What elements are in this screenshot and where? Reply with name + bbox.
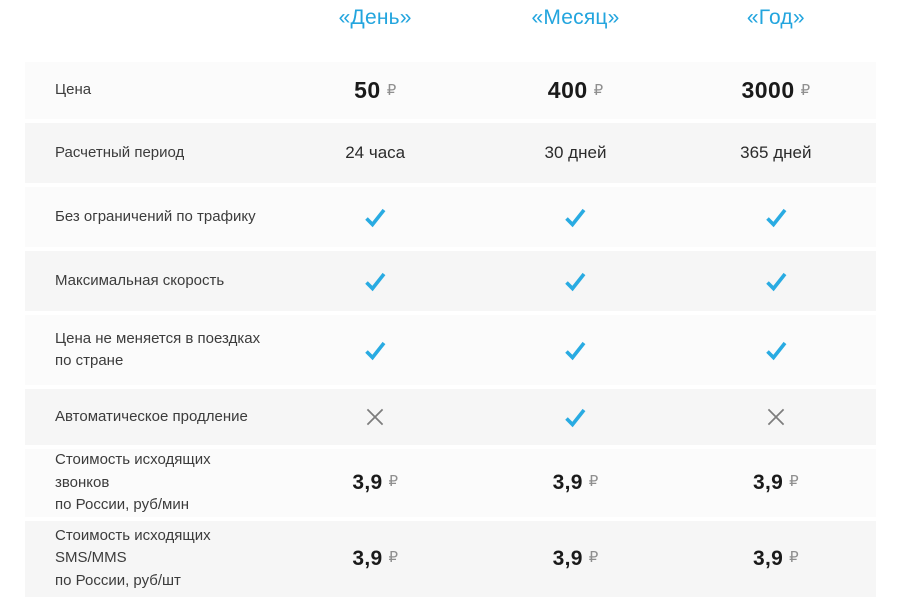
period-cell-year: 365 дней	[676, 143, 876, 163]
price-cell-month: 3,9 ₽	[475, 547, 675, 571]
row-label-text: Цена	[55, 81, 92, 99]
row-label: Стоимость исходящих SMS/MMS по России, р…	[25, 525, 275, 593]
bool-cell-month	[475, 205, 675, 229]
price-value: 3,9	[753, 546, 784, 570]
row-label: Цена	[25, 79, 275, 102]
check-icon	[363, 338, 387, 362]
ruble-sign: ₽	[588, 547, 599, 566]
period-value: 24 часа	[345, 143, 406, 162]
row-label-text-line2: по России, руб/мин	[55, 496, 189, 513]
price-cell-day: 3,9 ₽	[275, 471, 475, 495]
ruble-sign: ₽	[789, 547, 799, 566]
table-row-period: Расчетный период 24 часа 30 дней 365 дне…	[25, 123, 876, 183]
price-cell-year: 3,9 ₽	[676, 471, 876, 495]
bool-cell-year	[676, 269, 876, 293]
ruble-sign: ₽	[386, 81, 397, 99]
table-header: «День» «Месяц» «Год»	[25, 0, 876, 62]
bool-cell-month	[475, 269, 675, 293]
price-cell-month: 3,9 ₽	[475, 471, 675, 495]
row-label-text: Стоимость исходящих SMS/MMS	[55, 526, 211, 567]
row-label: Цена не меняется в поездках по стране	[25, 328, 275, 373]
price-cell-day: 3,9 ₽	[275, 547, 475, 571]
bool-cell-day	[275, 404, 475, 430]
bool-cell-year	[676, 404, 876, 430]
check-icon	[764, 205, 788, 229]
bool-cell-month	[475, 338, 675, 362]
check-icon	[764, 338, 788, 362]
ruble-sign: ₽	[388, 471, 398, 490]
price-value: 3,9	[552, 470, 583, 494]
row-label-text-line2: по стране	[55, 352, 124, 369]
check-icon	[363, 205, 387, 229]
bool-cell-day	[275, 205, 475, 229]
check-icon	[363, 269, 387, 293]
price-value: 3,9	[552, 546, 583, 570]
cross-icon	[763, 404, 789, 430]
table-row-sms-cost: Стоимость исходящих SMS/MMS по России, р…	[25, 520, 876, 597]
row-label: Расчетный период	[25, 142, 275, 165]
row-label: Стоимость исходящих звонков по России, р…	[25, 449, 275, 517]
row-label-text: Без ограничений по трафику	[55, 207, 256, 225]
table-row-unlimited-traffic: Без ограничений по трафику	[25, 187, 876, 247]
ruble-sign: ₽	[800, 81, 811, 99]
bool-cell-day	[275, 269, 475, 293]
period-cell-month: 30 дней	[475, 143, 675, 163]
ruble-sign: ₽	[588, 471, 599, 490]
price-cell-month: 400 ₽	[475, 77, 675, 104]
check-icon	[563, 338, 587, 362]
bool-cell-day	[275, 338, 475, 362]
table-row-calls-cost: Стоимость исходящих звонков по России, р…	[25, 449, 876, 517]
check-icon	[563, 269, 587, 293]
table-row-auto-renewal: Автоматическое продление	[25, 389, 876, 445]
bool-cell-year	[676, 205, 876, 229]
price-cell-day: 50 ₽	[275, 77, 475, 104]
price-value: 400	[547, 77, 588, 103]
row-label-text: Стоимость исходящих звонков	[55, 451, 211, 491]
check-icon	[563, 205, 587, 229]
ruble-sign: ₽	[593, 81, 604, 99]
table-row-fixed-price-travel: Цена не меняется в поездках по стране	[25, 315, 876, 385]
column-header-year: «Год»	[746, 6, 805, 29]
ruble-sign: ₽	[789, 471, 799, 490]
row-label-text: Автоматическое продление	[55, 407, 248, 425]
row-label: Максимальная скорость	[25, 270, 275, 293]
bool-cell-month	[475, 405, 675, 429]
period-value: 365 дней	[740, 143, 812, 162]
column-header-month: «Месяц»	[531, 6, 620, 29]
bool-cell-year	[676, 338, 876, 362]
table-row-max-speed: Максимальная скорость	[25, 251, 876, 311]
row-label-text: Цена не меняется в поездках	[55, 329, 261, 347]
row-label: Без ограничений по трафику	[25, 206, 275, 229]
price-cell-year: 3,9 ₽	[676, 547, 876, 571]
ruble-sign: ₽	[388, 547, 398, 566]
period-value: 30 дней	[544, 143, 607, 162]
row-label-text: Максимальная скорость	[55, 271, 225, 289]
price-value: 3,9	[352, 470, 383, 494]
price-value: 3,9	[352, 546, 383, 570]
price-value: 3000	[741, 77, 795, 103]
row-label-text-line2: по России, руб/шт	[55, 571, 181, 589]
cross-icon	[362, 404, 388, 430]
column-header-day: «День»	[338, 6, 412, 29]
price-cell-year: 3000 ₽	[676, 77, 876, 104]
row-label: Автоматическое продление	[25, 406, 275, 429]
price-value: 50	[354, 77, 381, 103]
tariff-comparison-table: «День» «Месяц» «Год» Цена 50 ₽ 400 ₽ 3000 ₽…	[25, 0, 876, 597]
check-icon	[563, 405, 587, 429]
row-label-text: Расчетный период	[55, 143, 185, 161]
table-row-price: Цена 50 ₽ 400 ₽ 3000 ₽	[25, 62, 876, 119]
check-icon	[764, 269, 788, 293]
period-cell-day: 24 часа	[275, 143, 475, 163]
price-value: 3,9	[753, 470, 784, 494]
